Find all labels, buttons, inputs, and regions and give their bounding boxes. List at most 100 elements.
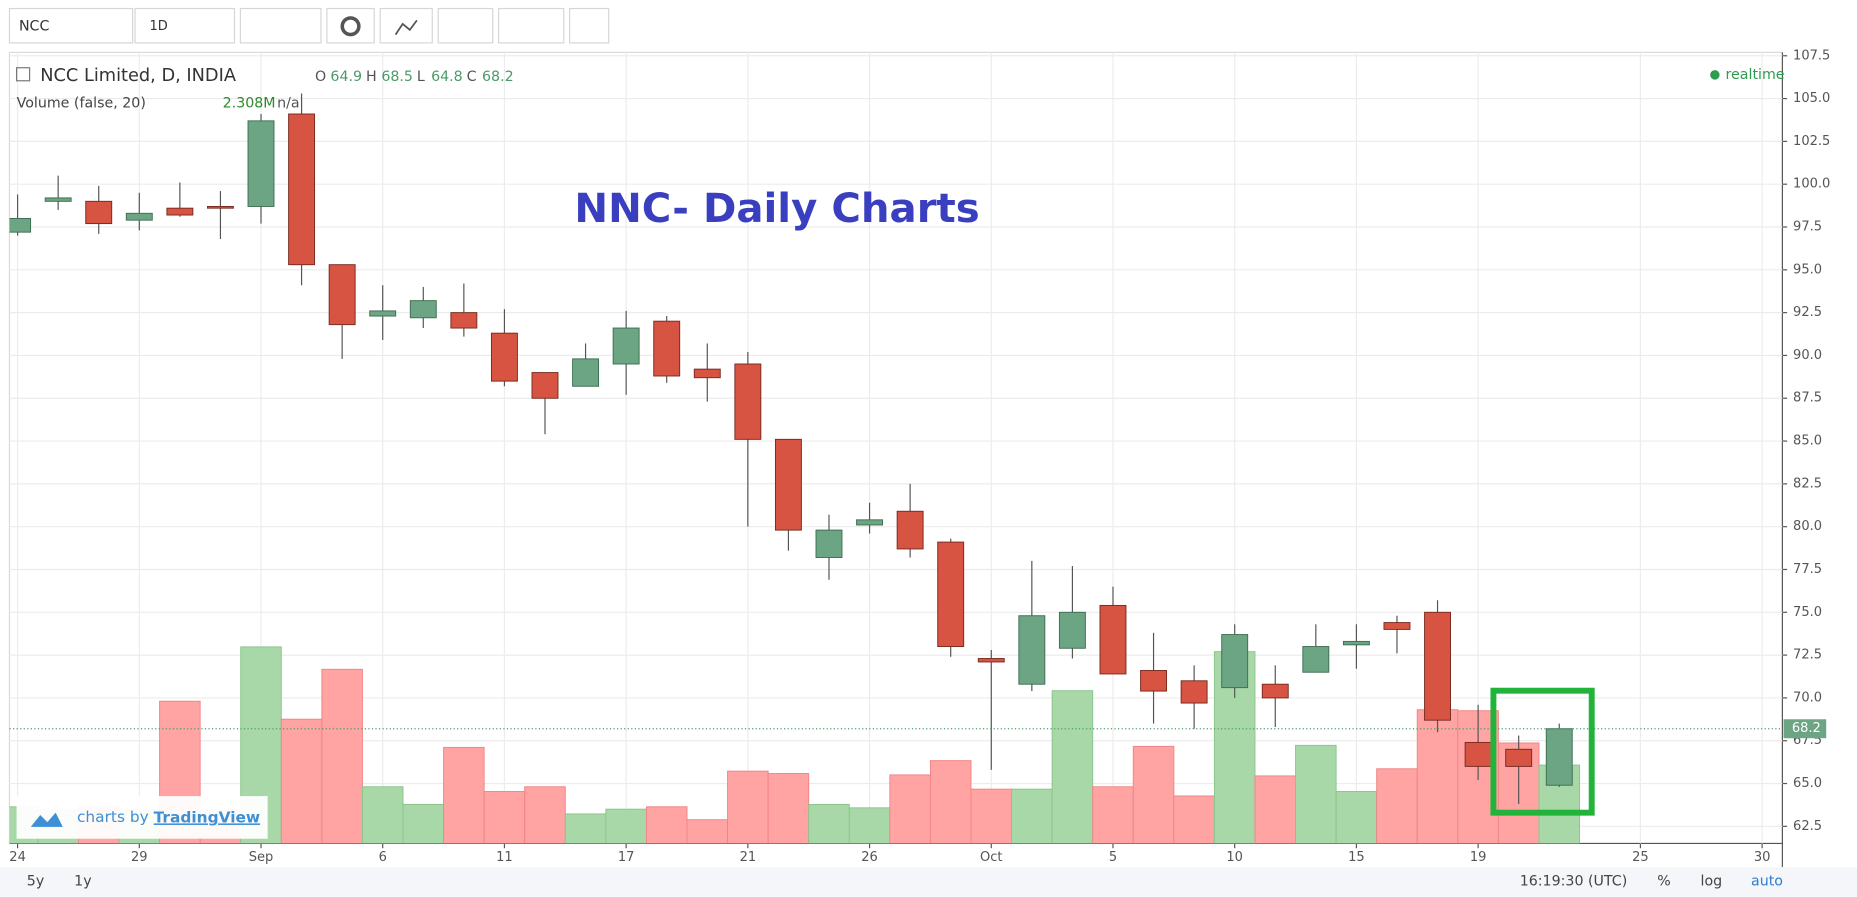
legend-low: 64.8 bbox=[431, 69, 463, 85]
interval-button[interactable] bbox=[134, 7, 236, 44]
volume-bar bbox=[929, 760, 972, 844]
indicators-button[interactable] bbox=[379, 7, 433, 44]
y-tick-label: 77.5 bbox=[1793, 562, 1822, 577]
volume-bar bbox=[1092, 786, 1134, 844]
candle-body bbox=[1464, 741, 1492, 767]
volume-bar bbox=[524, 786, 566, 844]
x-tick-label: 21 bbox=[740, 850, 757, 865]
volume-bar bbox=[1173, 795, 1215, 844]
x-tick-label: 30 bbox=[1754, 850, 1771, 865]
range-1y[interactable]: 1y bbox=[74, 873, 91, 889]
volume-bar bbox=[402, 803, 445, 844]
y-tick-label: 70.0 bbox=[1793, 690, 1822, 705]
x-tick-label: 6 bbox=[379, 850, 387, 865]
toolbar: NCC 1D bbox=[8, 7, 610, 44]
candle-body bbox=[1221, 634, 1249, 689]
y-tick-label: 95.0 bbox=[1793, 262, 1822, 277]
candle-body bbox=[9, 217, 32, 233]
y-tick-label: 107.5 bbox=[1793, 48, 1830, 63]
candle-body bbox=[815, 529, 843, 558]
legend-high: 68.5 bbox=[381, 69, 413, 85]
y-tick-label: 90.0 bbox=[1793, 348, 1822, 363]
highlight-box bbox=[1490, 687, 1595, 816]
y-tick-label: 85.0 bbox=[1793, 434, 1822, 449]
candle-body bbox=[1383, 622, 1411, 630]
legend-c-label: C bbox=[467, 69, 477, 85]
y-tick-label: 80.0 bbox=[1793, 519, 1822, 534]
y-tick-label: 102.5 bbox=[1793, 134, 1830, 149]
candle-body bbox=[85, 200, 113, 225]
candle-body bbox=[288, 113, 316, 266]
symbol-input[interactable] bbox=[8, 7, 134, 44]
candle-body bbox=[612, 327, 640, 365]
volume-bar bbox=[848, 807, 891, 844]
volume-bar bbox=[889, 774, 931, 844]
x-tick-label: 19 bbox=[1470, 850, 1487, 865]
volume-bar bbox=[1132, 745, 1175, 844]
y-tick-label: 82.5 bbox=[1793, 476, 1822, 491]
y-tick-label: 75.0 bbox=[1793, 605, 1822, 620]
volume-bar bbox=[1295, 744, 1337, 844]
tradingview-logo[interactable]: charts by TradingView bbox=[16, 796, 268, 839]
fullscreen-button[interactable] bbox=[569, 7, 610, 44]
compare-button[interactable] bbox=[437, 7, 494, 44]
candle-body bbox=[166, 207, 194, 216]
volume-bar bbox=[564, 813, 607, 844]
undo-redo-button[interactable] bbox=[498, 7, 565, 44]
candle-body bbox=[977, 658, 1005, 663]
x-tick-label: 25 bbox=[1632, 850, 1649, 865]
volume-bar bbox=[767, 773, 810, 844]
x-tick-label: 17 bbox=[618, 850, 635, 865]
volume-bar bbox=[645, 806, 688, 844]
candle-body bbox=[1180, 680, 1208, 704]
logo-box bbox=[16, 796, 268, 839]
volume-value: 2.308M bbox=[223, 95, 276, 111]
candle-body bbox=[774, 438, 802, 531]
candle-body bbox=[1505, 748, 1533, 767]
candle-body bbox=[369, 310, 397, 317]
volume-bar bbox=[321, 668, 363, 844]
candle-body bbox=[1018, 615, 1046, 685]
annotation: NNC- Daily Charts bbox=[574, 186, 979, 232]
candle-body bbox=[1099, 604, 1127, 675]
x-tick-label: Oct bbox=[980, 850, 1003, 865]
chart-style-button[interactable] bbox=[239, 7, 322, 44]
candle-body bbox=[1545, 728, 1573, 786]
logo-text: charts by TradingView bbox=[77, 808, 260, 826]
candle-body bbox=[490, 332, 518, 382]
x-tick-label: 24 bbox=[9, 850, 26, 865]
log-toggle[interactable]: log bbox=[1701, 873, 1723, 889]
candle-body bbox=[693, 368, 721, 379]
collapse-icon[interactable] bbox=[15, 67, 31, 82]
x-tick-label: 10 bbox=[1226, 850, 1243, 865]
auto-toggle[interactable]: auto bbox=[1751, 873, 1783, 889]
candle-body bbox=[1424, 611, 1451, 721]
legend-open: 64.9 bbox=[330, 69, 362, 85]
legend-o-label: O bbox=[315, 69, 326, 85]
y-tick-label: 65.0 bbox=[1793, 776, 1822, 791]
volume-title: Volume (false, 20) bbox=[17, 95, 146, 111]
candle-body bbox=[896, 510, 924, 550]
settings-button[interactable] bbox=[326, 7, 375, 44]
candle-body bbox=[1058, 611, 1086, 649]
candle-body bbox=[247, 120, 275, 207]
x-tick-label: 5 bbox=[1109, 850, 1117, 865]
y-tick-label: 100.0 bbox=[1793, 177, 1830, 192]
candle-body bbox=[734, 363, 762, 440]
candle-body bbox=[206, 205, 234, 209]
volume-bar bbox=[1254, 775, 1297, 844]
y-tick-label: 105.0 bbox=[1793, 91, 1830, 106]
volume-bar bbox=[808, 803, 850, 844]
candle-body bbox=[409, 300, 437, 319]
volume-bar bbox=[727, 770, 769, 844]
realtime-dot bbox=[1710, 70, 1720, 80]
candle-body bbox=[1302, 646, 1330, 673]
range-5y[interactable]: 5y bbox=[27, 873, 44, 889]
candle-body bbox=[1140, 670, 1168, 692]
volume-bar bbox=[361, 786, 404, 844]
candle-body bbox=[1261, 683, 1289, 699]
candle-body bbox=[328, 264, 356, 326]
percent-toggle[interactable]: % bbox=[1657, 873, 1671, 889]
